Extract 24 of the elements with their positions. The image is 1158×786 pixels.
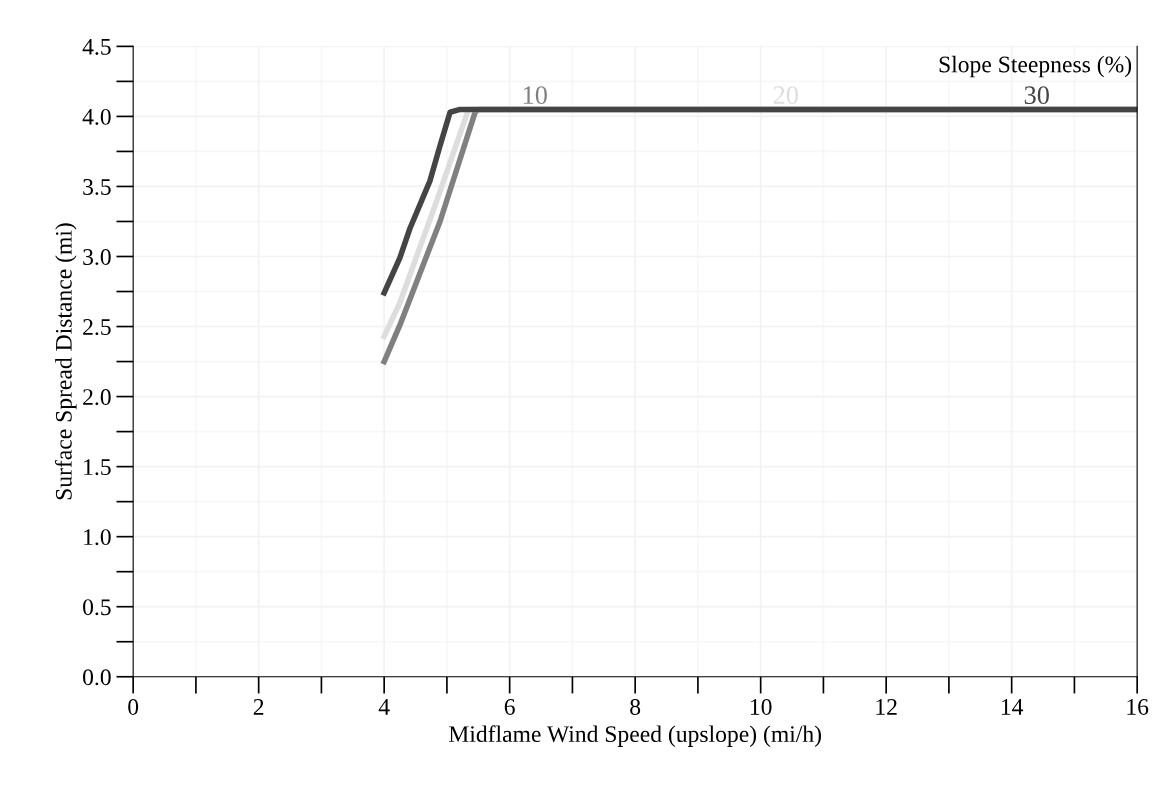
y-tick-label: 4.0 (82, 108, 111, 125)
y-axis-title: Surface Spread Distance (mi) (54, 223, 77, 500)
x-tick-label: 4 (378, 699, 390, 715)
x-tick-label: 16 (1127, 699, 1149, 715)
y-tick-label: 2.5 (83, 319, 111, 336)
y-tick-label: 0.0 (83, 669, 111, 686)
x-tick-label: 6 (504, 699, 515, 715)
y-tick-label: 3.5 (83, 179, 111, 195)
x-tick-label: 0 (128, 698, 139, 715)
y-tick-label: 1.0 (84, 529, 111, 546)
x-tick-label: 8 (630, 698, 641, 715)
y-tick-label: 0.5 (83, 599, 111, 616)
y-tick-label: 2.0 (83, 389, 111, 406)
y-tick-label: 1.5 (84, 459, 111, 476)
legend-title: Slope Steepness (%) (939, 55, 1132, 78)
x-tick-label: 12 (876, 699, 897, 715)
x-tick-label: 14 (1001, 699, 1024, 715)
series-label: 30 (1024, 86, 1049, 105)
y-tick-label: 4.5 (82, 39, 111, 55)
series-label: 10 (523, 86, 547, 105)
y-tick-label: 3.0 (83, 248, 111, 266)
x-tick-label: 2 (253, 699, 264, 715)
x-tick-label: 10 (750, 698, 772, 715)
x-axis-title: Midflame Wind Speed (upslope) (mi/h) (448, 725, 821, 747)
